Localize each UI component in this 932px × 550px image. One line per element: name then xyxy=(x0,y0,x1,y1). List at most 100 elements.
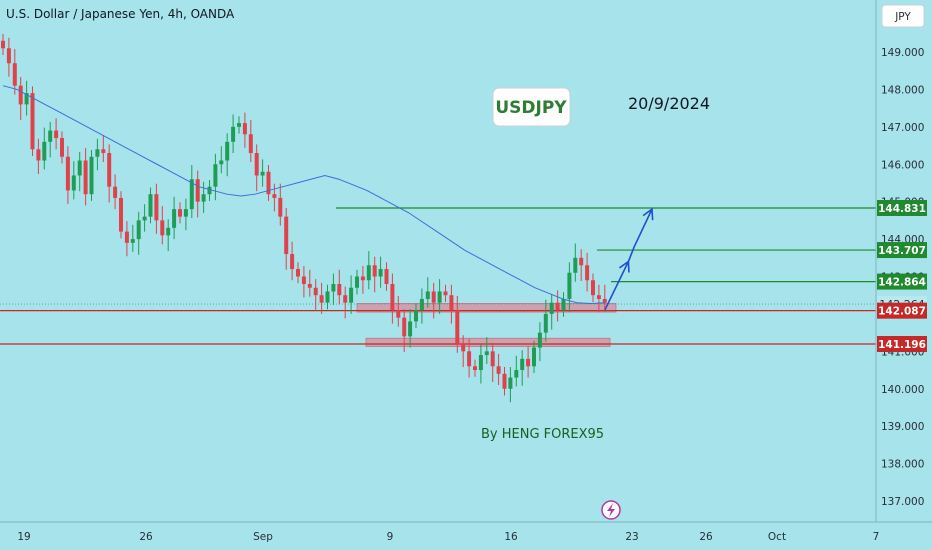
currency-button[interactable] xyxy=(881,4,925,28)
candle-body xyxy=(549,302,554,314)
forecast-arrowhead xyxy=(618,260,630,273)
date-label: 20/9/2024 xyxy=(628,94,710,113)
candle-body xyxy=(390,283,395,311)
candle-body xyxy=(113,186,118,198)
price-tick-label: 146.000 xyxy=(881,159,924,171)
candle-body xyxy=(449,295,454,311)
time-tick-label: 16 xyxy=(504,531,518,543)
candle-body xyxy=(355,276,359,288)
candle-body xyxy=(172,209,177,228)
candle-body xyxy=(461,343,466,352)
candle-body xyxy=(254,153,259,176)
candle-body xyxy=(307,283,312,288)
candle-body xyxy=(54,130,59,139)
price-level-badges: 144.831143.707142.864142.264142.087141.1… xyxy=(877,199,927,352)
candle-body xyxy=(402,317,407,337)
resistance-badge-label: 143.707 xyxy=(878,245,926,257)
candle-body xyxy=(65,156,70,191)
price-tick-label: 147.000 xyxy=(881,122,924,134)
price-tick-label: 138.000 xyxy=(881,459,924,471)
candle-body xyxy=(520,358,525,371)
candle-body xyxy=(101,149,106,154)
candle-body xyxy=(42,141,47,161)
candle-body xyxy=(266,171,271,195)
candle-body xyxy=(455,310,460,344)
candle-body xyxy=(473,366,477,371)
time-tick-label: 19 xyxy=(17,531,30,543)
support-zone xyxy=(365,337,611,347)
time-tick-label: 7 xyxy=(873,531,880,543)
candle-body xyxy=(419,298,424,311)
candle-body xyxy=(248,134,253,154)
candle-body xyxy=(225,141,230,161)
resistance-badge-label: 142.864 xyxy=(878,277,926,289)
candle-body xyxy=(496,366,501,374)
candle-body xyxy=(154,194,159,221)
currency-label: JPY xyxy=(894,11,911,23)
candle-body xyxy=(431,291,436,303)
candle-body xyxy=(18,85,23,105)
time-tick-label: 23 xyxy=(625,531,638,543)
candle-body xyxy=(490,351,495,367)
candle-body xyxy=(60,138,64,157)
candle-body xyxy=(343,295,348,303)
candle-body xyxy=(396,310,401,318)
candle-body xyxy=(443,291,448,296)
candle-body xyxy=(278,197,283,217)
forecast-path xyxy=(604,208,653,311)
candle-body xyxy=(414,310,418,322)
candle-body xyxy=(6,48,11,64)
time-tick-label: 9 xyxy=(387,531,394,543)
candle-body xyxy=(585,265,590,281)
price-tick-label: 137.000 xyxy=(881,496,924,508)
candle-body xyxy=(148,194,153,217)
candle-body xyxy=(124,231,129,243)
candle-body xyxy=(349,287,354,303)
candle-body xyxy=(502,373,507,389)
support-zones xyxy=(356,303,617,347)
candle-body xyxy=(48,130,53,142)
candle-body xyxy=(372,265,377,277)
price-axis-panel[interactable] xyxy=(876,0,932,522)
support-badge xyxy=(877,302,927,319)
symbol-title: U.S. Dollar / Japanese Yen, 4h, OANDA xyxy=(6,7,235,21)
candle-body xyxy=(1,40,5,49)
candle-body xyxy=(408,321,413,337)
time-axis-ticks[interactable]: 19 26 Sep 9 16 23 26 Oct 7 xyxy=(17,531,879,543)
price-tick-label: 139.000 xyxy=(881,421,924,433)
pair-label: USDJPY xyxy=(495,98,567,118)
candle-body xyxy=(77,160,82,176)
candle-body xyxy=(366,265,371,281)
lightning-icon[interactable] xyxy=(601,500,621,520)
candle-body xyxy=(567,272,572,299)
price-tick-label: 140.000 xyxy=(881,384,924,396)
candle-body xyxy=(596,295,601,299)
price-level-lines xyxy=(0,207,876,345)
candle-body xyxy=(301,276,306,284)
candle-body xyxy=(467,351,472,367)
candle-body xyxy=(508,377,513,389)
author-label: By HENG FOREX95 xyxy=(481,427,604,442)
forecast-arrows xyxy=(604,207,654,311)
time-tick-label: 26 xyxy=(699,531,713,543)
time-tick-label: Sep xyxy=(253,531,273,543)
candle-body xyxy=(437,291,442,303)
candle-body xyxy=(136,220,141,240)
candle-body xyxy=(337,283,342,296)
candle-body xyxy=(591,280,595,296)
candle-body xyxy=(242,123,247,135)
resistance-badge-label: 144.831 xyxy=(878,203,926,215)
candle-body xyxy=(484,351,489,356)
candle-body xyxy=(296,269,300,277)
moving-average-line xyxy=(2,85,605,304)
candle-body xyxy=(24,93,29,105)
support-badge xyxy=(877,335,927,352)
candle-body xyxy=(284,216,289,255)
candle-body xyxy=(537,332,542,348)
forecast-arrowhead xyxy=(642,207,654,221)
candle-body xyxy=(514,370,519,378)
candle-body xyxy=(183,209,188,217)
candle-body xyxy=(478,355,483,371)
